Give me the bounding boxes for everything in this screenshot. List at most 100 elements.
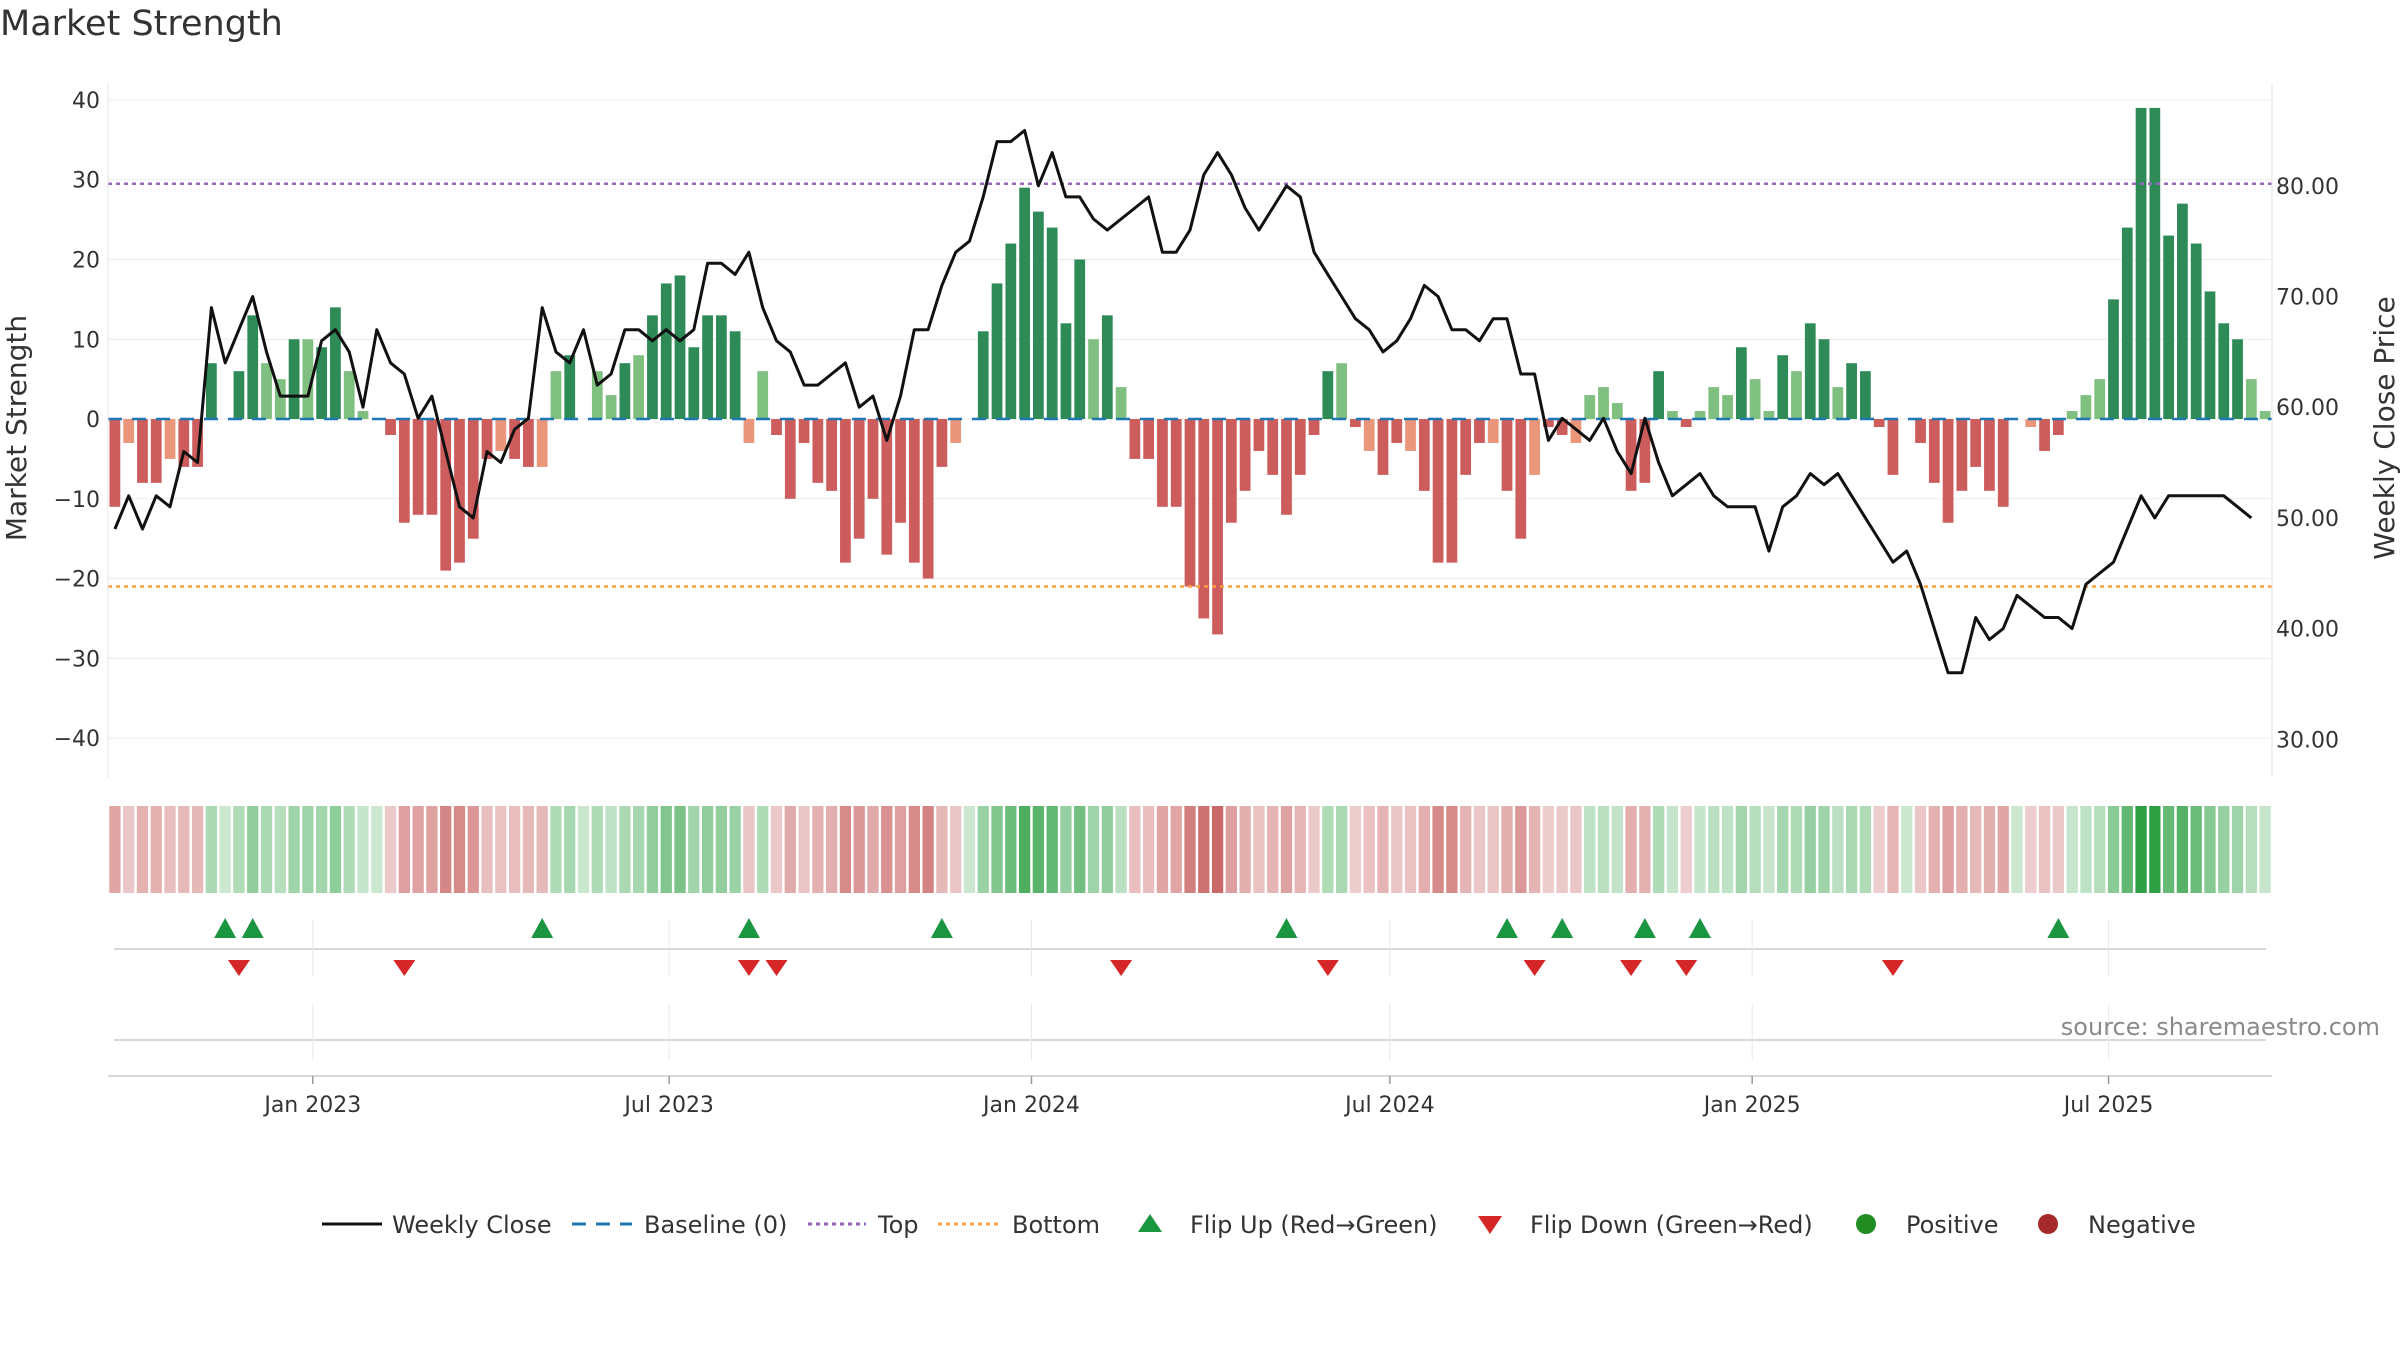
regime-cell — [1142, 806, 1155, 893]
strength-bar — [1556, 419, 1568, 435]
regime-cell — [1335, 806, 1348, 893]
regime-cell — [219, 806, 231, 893]
regime-cell — [1790, 806, 1803, 893]
strength-bar — [1088, 339, 1099, 420]
regime-cell — [1721, 806, 1734, 893]
regime-cell — [1170, 806, 1182, 893]
strength-bar — [1956, 419, 1968, 491]
strength-bar — [1253, 419, 1265, 451]
strength-bar — [1515, 419, 1527, 539]
regime-cell — [1873, 806, 1885, 893]
regime-cell — [384, 806, 397, 893]
strength-bar — [412, 419, 424, 515]
strength-bar — [688, 347, 700, 420]
strength-bar — [1984, 419, 1995, 491]
strength-bar — [1225, 419, 1237, 523]
regime-cell — [343, 806, 355, 893]
legend-weekly-close: Weekly Close — [322, 1211, 552, 1239]
regime-cell — [1377, 806, 1389, 893]
strength-bar — [398, 419, 410, 523]
regime-cell — [577, 806, 590, 893]
regime-cell — [853, 806, 865, 893]
strength-bar — [1818, 339, 1830, 420]
regime-cell — [743, 806, 755, 893]
strength-bar — [2039, 419, 2050, 451]
strength-bar — [1294, 419, 1306, 475]
flip-up-marker — [214, 918, 237, 938]
strength-bar — [1639, 419, 1651, 483]
strength-bar — [467, 419, 479, 539]
regime-cell — [2245, 806, 2257, 893]
flip-down-marker — [1110, 960, 1133, 976]
strength-bar — [1005, 243, 1017, 420]
strength-bar — [908, 419, 920, 563]
strength-bar — [1942, 419, 1954, 523]
flip-up-marker — [1496, 918, 1519, 938]
strength-bar — [2204, 291, 2216, 420]
y-tick-label-left: 10 — [72, 328, 100, 353]
regime-cell — [1515, 806, 1527, 893]
regime-cell — [191, 806, 204, 893]
strength-bar — [1019, 187, 1030, 420]
regime-cell — [619, 806, 631, 893]
regime-cell — [1280, 806, 1293, 893]
x-tick-label: Jan 2025 — [1702, 1093, 1801, 1118]
flip-up-marker — [1551, 918, 1574, 938]
regime-cell — [2107, 806, 2120, 893]
regime-cell — [936, 806, 948, 893]
regime-cell — [1087, 806, 1100, 893]
regime-cell — [1156, 806, 1169, 893]
strength-bar — [1308, 419, 1320, 435]
strength-bar — [1198, 419, 1210, 619]
regime-cell — [977, 806, 989, 893]
strength-bar — [1212, 419, 1223, 635]
y-tick-label-right: 50.00 — [2276, 507, 2339, 532]
strength-bar — [2066, 411, 2078, 420]
regime-cell — [1018, 806, 1031, 893]
strength-bar — [1432, 419, 1444, 563]
flip-down-marker — [1523, 960, 1546, 976]
y-tick-label-left: 20 — [72, 248, 100, 273]
regime-cell — [798, 806, 810, 893]
strength-bar — [1722, 395, 1733, 420]
svg-text:Bottom: Bottom — [1012, 1211, 1100, 1239]
strength-bar — [1763, 411, 1775, 420]
strength-bar — [1832, 387, 1844, 420]
strength-bar — [757, 371, 769, 420]
regime-cell — [633, 806, 645, 893]
regime-cell — [1845, 806, 1858, 893]
strength-bar — [1157, 419, 1168, 507]
strength-bar — [853, 419, 865, 539]
strength-bar — [1074, 259, 1086, 420]
legend-baseline: Baseline (0) — [572, 1211, 787, 1239]
regime-cell — [247, 806, 259, 893]
strength-bar — [288, 339, 300, 420]
regime-cell — [564, 806, 576, 893]
strength-bar — [633, 355, 645, 420]
strength-bar — [867, 419, 879, 499]
regime-cell — [1639, 806, 1651, 893]
regime-cell — [894, 806, 907, 893]
regime-cell — [1818, 806, 1830, 893]
regime-cell — [2066, 806, 2078, 893]
regime-cell — [1997, 806, 2009, 893]
strength-bar — [274, 379, 286, 420]
strength-bar — [164, 419, 176, 459]
strength-bar — [2080, 395, 2092, 420]
regime-cell — [660, 806, 672, 893]
strength-bar — [2245, 379, 2257, 420]
regime-cell — [398, 806, 410, 893]
strength-bar — [550, 371, 562, 420]
regime-cell — [302, 806, 314, 893]
strength-bar — [1239, 419, 1251, 491]
strength-bar — [1611, 403, 1623, 420]
regime-cell — [1060, 806, 1072, 893]
negative-dot-icon — [2038, 1214, 2058, 1234]
regime-cell — [1460, 806, 1472, 893]
regime-cell — [1115, 806, 1127, 893]
strength-bar — [1377, 419, 1389, 475]
regime-cell — [2176, 806, 2189, 893]
regime-cell — [1556, 806, 1568, 893]
regime-cell — [1652, 806, 1665, 893]
strength-bar — [192, 419, 203, 467]
